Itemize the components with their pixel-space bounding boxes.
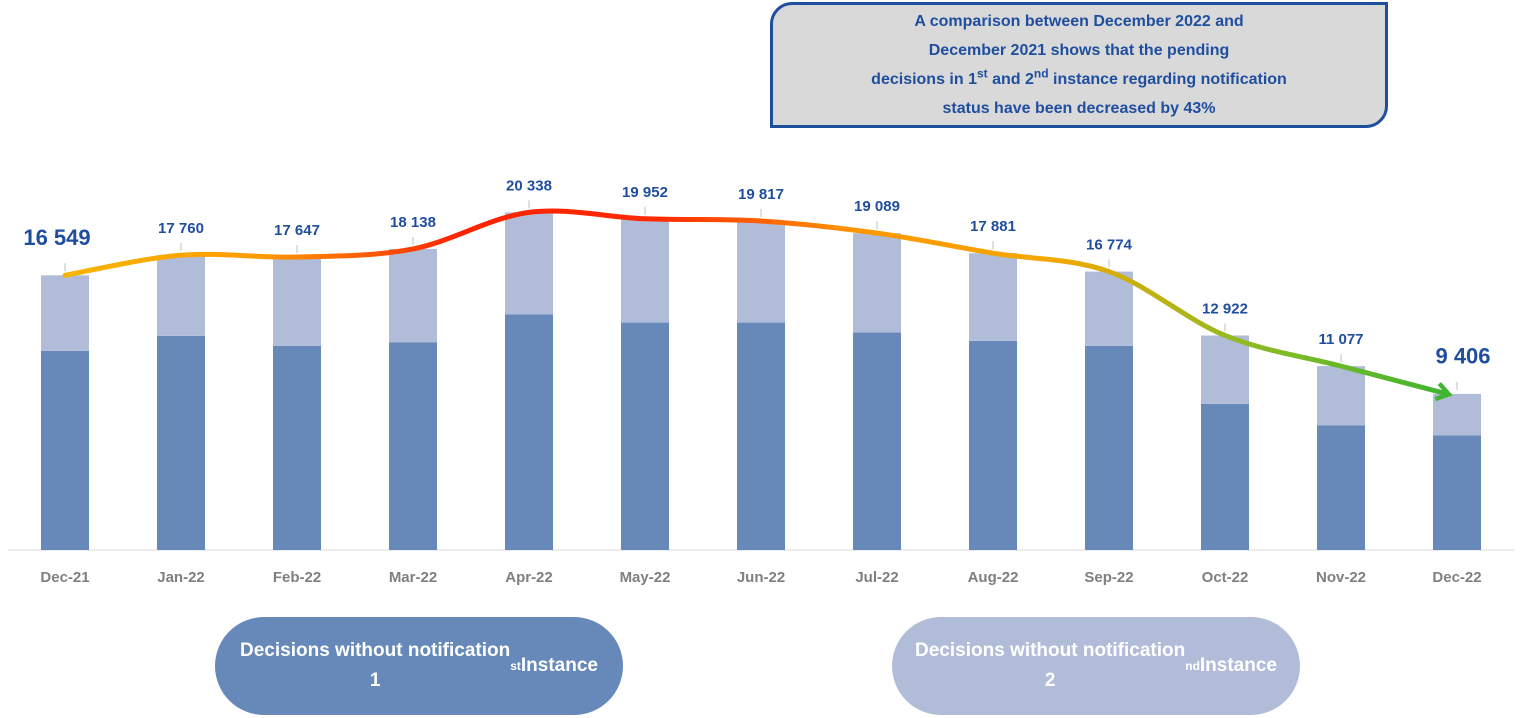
annotation-line: December 2021 shows that the pending <box>928 42 1230 59</box>
x-tick-label: Jul-22 <box>855 569 898 586</box>
bar-segment <box>621 218 669 323</box>
bar-segment <box>969 253 1017 341</box>
bar-segment <box>389 342 437 550</box>
bar-segment <box>621 322 669 550</box>
x-tick-label: Aug-22 <box>968 569 1019 586</box>
bar-segment <box>505 212 553 315</box>
data-label: 12 922 <box>1202 300 1248 317</box>
annotation-line: decisions in 1st and 2nd instance regard… <box>871 66 1287 88</box>
data-label: 11 077 <box>1318 331 1363 348</box>
annotation-line: A comparison between December 2022 and <box>914 13 1244 30</box>
data-label: 17 760 <box>158 220 204 237</box>
bar-segment <box>41 275 89 351</box>
data-label: 18 138 <box>390 214 436 231</box>
bar-segment <box>273 257 321 346</box>
bar-segment <box>1317 366 1365 426</box>
x-tick-label: Jun-22 <box>737 569 785 586</box>
data-label: 17 647 <box>274 222 320 239</box>
bar-segment <box>1201 403 1249 550</box>
bar-segment <box>41 350 89 550</box>
data-label: 19 952 <box>622 184 668 201</box>
bar-segment <box>505 314 553 550</box>
bar-segment <box>157 335 205 550</box>
bar-segment <box>1085 345 1133 550</box>
bar-segment <box>1433 435 1481 550</box>
x-tick-label: Oct-22 <box>1202 569 1249 586</box>
x-tick-label: Jan-22 <box>157 569 205 586</box>
x-tick-label: Apr-22 <box>505 569 553 586</box>
annotation-line: status have been decreased by 43% <box>942 100 1216 117</box>
bar-segment <box>853 233 901 333</box>
data-label: 9 406 <box>1435 344 1490 369</box>
bar-segment <box>737 221 785 323</box>
total-line <box>62 208 1453 402</box>
bar-segment <box>853 332 901 550</box>
data-label: 19 089 <box>854 198 900 215</box>
x-tick-label: Dec-22 <box>1432 569 1481 586</box>
data-label: 17 881 <box>970 218 1016 235</box>
x-tick-label: Dec-21 <box>40 569 89 586</box>
data-label: 16 774 <box>1086 237 1133 254</box>
bar-segment <box>273 345 321 550</box>
annotation-box: A comparison between December 2022 and De… <box>770 2 1388 128</box>
bar-segment <box>969 340 1017 550</box>
x-tick-label: May-22 <box>620 569 671 586</box>
data-label: 19 817 <box>738 186 784 203</box>
bar-segment <box>737 322 785 550</box>
x-tick-label: Feb-22 <box>273 569 321 586</box>
bar-segment <box>157 255 205 336</box>
data-label: 20 338 <box>506 177 552 194</box>
bar-segment <box>1433 393 1481 436</box>
bar-segment <box>389 248 437 343</box>
data-label: 16 549 <box>23 225 90 250</box>
bar-segment <box>1201 335 1249 404</box>
bar-segment <box>1317 425 1365 550</box>
x-tick-label: Mar-22 <box>389 569 437 586</box>
bar-segment <box>1085 271 1133 346</box>
x-tick-label: Nov-22 <box>1316 569 1366 586</box>
x-tick-label: Sep-22 <box>1084 569 1133 586</box>
